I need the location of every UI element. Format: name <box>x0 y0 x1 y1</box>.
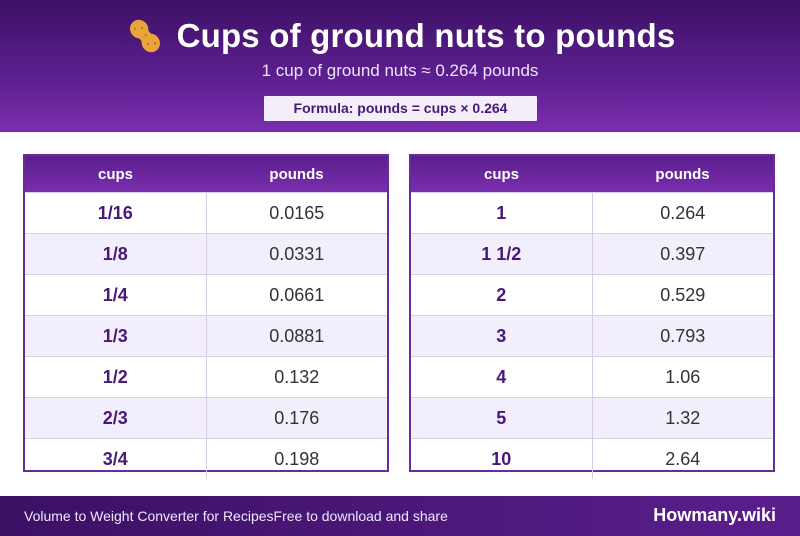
table-row: 1/3 0.0881 <box>25 315 387 357</box>
column-header-cups: cups <box>411 156 592 193</box>
subtitle: 1 cup of ground nuts ≈ 0.264 pounds <box>261 61 539 80</box>
column-header-cups: cups <box>25 156 206 193</box>
formula-badge: Formula: pounds = cups × 0.264 <box>264 96 537 121</box>
table-row: 4 1.06 <box>411 356 773 398</box>
conversion-table-right: cups pounds 1 0.264 1 1/2 0.397 2 0.529 3 0.… <box>409 154 775 479</box>
cups-cell: 1 1/2 <box>411 233 593 275</box>
footer-left-text: Volume to Weight Converter for Recipes <box>24 508 274 524</box>
table-header-row: cups pounds <box>411 156 773 193</box>
page-title: Cups of ground nuts to pounds <box>176 17 676 54</box>
table-row: 1/2 0.132 <box>25 356 387 398</box>
pounds-cell: 0.0661 <box>206 274 387 316</box>
cups-cell: 2 <box>411 274 593 316</box>
header: Cups of ground nuts to pounds 1 cup of g… <box>0 0 800 132</box>
pounds-cell: 0.0881 <box>206 315 387 357</box>
cups-cell: 1/8 <box>25 233 207 275</box>
pounds-cell: 0.529 <box>592 274 773 316</box>
cups-cell: 1/4 <box>25 274 207 316</box>
cups-cell: 2/3 <box>25 397 207 439</box>
cups-cell: 4 <box>411 356 593 398</box>
footer-text: Volume to Weight Converter for RecipesFr… <box>24 508 448 524</box>
brand-logo-text[interactable]: Howmany.wiki <box>653 505 776 525</box>
pounds-cell: 0.198 <box>206 438 387 479</box>
table-right: cups pounds 1 0.264 1 1/2 0.397 2 0.529 3 0.… <box>411 156 773 479</box>
pounds-cell: 1.32 <box>592 397 773 439</box>
table-row: 2 0.529 <box>411 274 773 316</box>
table-row: 2/3 0.176 <box>25 397 387 439</box>
cups-cell: 3/4 <box>25 438 207 479</box>
pounds-cell: 0.264 <box>592 192 773 234</box>
table-row: 3 0.793 <box>411 315 773 357</box>
footer: Volume to Weight Converter for RecipesFr… <box>0 496 800 536</box>
table-row: 3/4 0.198 <box>25 438 387 479</box>
cups-cell: 1/16 <box>25 192 207 234</box>
cups-cell: 1 <box>411 192 593 234</box>
peanut-icon <box>125 16 165 56</box>
pounds-cell: 2.64 <box>592 438 773 479</box>
cups-cell: 1/3 <box>25 315 207 357</box>
pounds-cell: 0.132 <box>206 356 387 398</box>
pounds-cell: 0.793 <box>592 315 773 357</box>
table-row: 1/4 0.0661 <box>25 274 387 316</box>
pounds-cell: 1.06 <box>592 356 773 398</box>
pounds-cell: 0.0331 <box>206 233 387 275</box>
pounds-cell: 0.176 <box>206 397 387 439</box>
table-row: 5 1.32 <box>411 397 773 439</box>
cups-cell: 5 <box>411 397 593 439</box>
table-row: 10 2.64 <box>411 438 773 479</box>
cups-cell: 1/2 <box>25 356 207 398</box>
table-row: 1 1/2 0.397 <box>411 233 773 275</box>
footer-middle-text: Free to download and share <box>273 508 448 524</box>
pounds-cell: 0.0165 <box>206 192 387 234</box>
table-header-row: cups pounds <box>25 156 387 193</box>
cups-cell: 3 <box>411 315 593 357</box>
table-left: cups pounds 1/16 0.0165 1/8 0.0331 1/4 0.06… <box>25 156 387 479</box>
column-header-pounds: pounds <box>206 156 387 193</box>
pounds-cell: 0.397 <box>592 233 773 275</box>
cups-cell: 10 <box>411 438 593 479</box>
table-row: 1/16 0.0165 <box>25 192 387 234</box>
table-row: 1 0.264 <box>411 192 773 234</box>
title-row: Cups of ground nuts to pounds <box>0 14 800 58</box>
conversion-table-left: cups pounds 1/16 0.0165 1/8 0.0331 1/4 0.06… <box>23 154 389 479</box>
column-header-pounds: pounds <box>592 156 773 193</box>
table-row: 1/8 0.0331 <box>25 233 387 275</box>
